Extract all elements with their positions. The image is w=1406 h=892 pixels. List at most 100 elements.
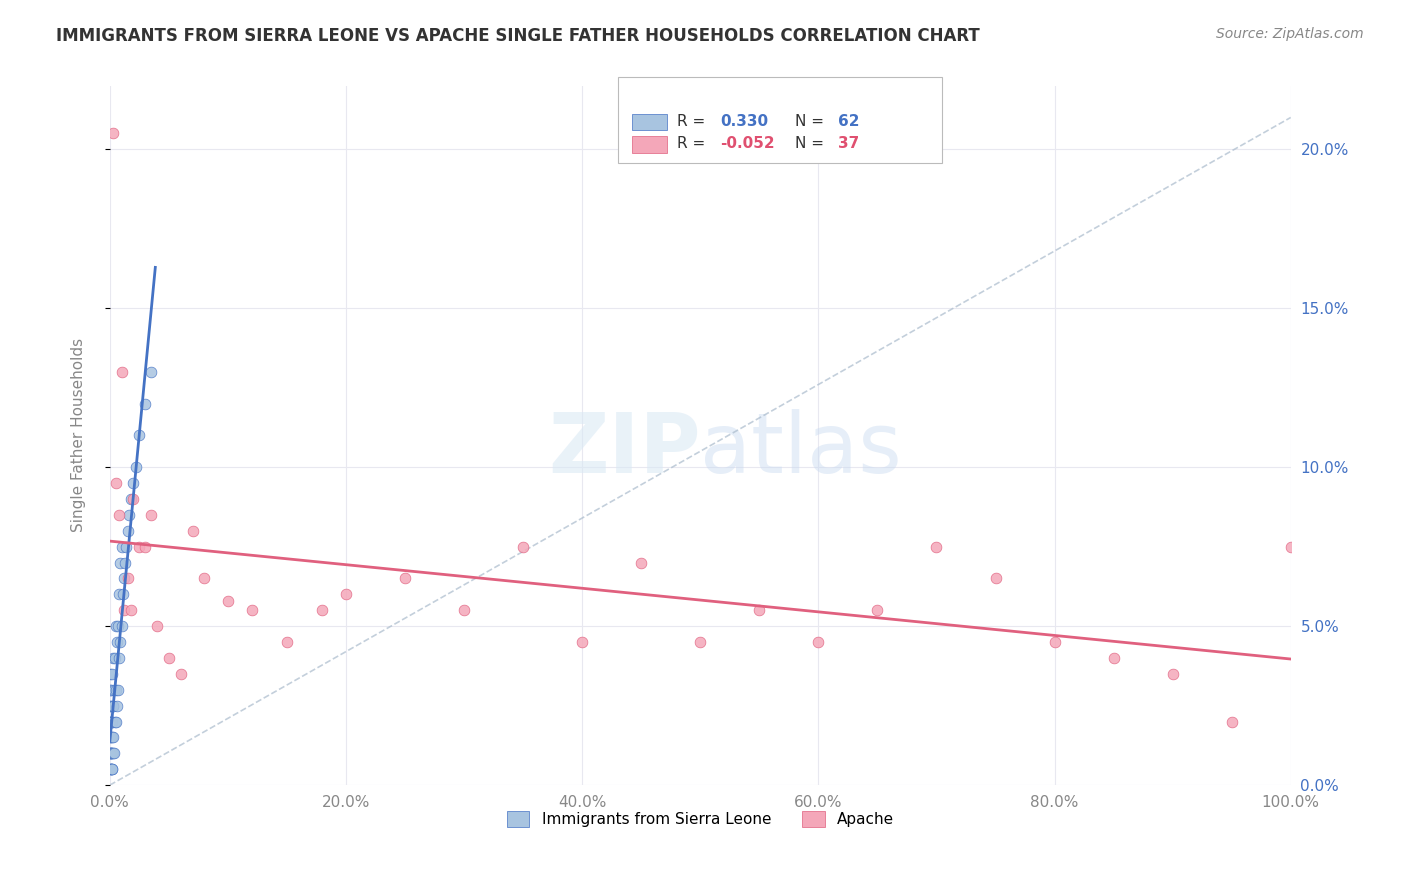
Point bbox=[103, 651, 125, 665]
Point bbox=[134, 396, 156, 410]
Point bbox=[100, 762, 122, 776]
Point bbox=[108, 508, 131, 522]
Y-axis label: Single Father Households: Single Father Households bbox=[72, 338, 86, 533]
Point bbox=[101, 762, 124, 776]
Text: 0.330: 0.330 bbox=[720, 114, 769, 128]
Point bbox=[170, 666, 193, 681]
Point bbox=[108, 587, 131, 601]
Text: N =: N = bbox=[794, 136, 828, 152]
Point bbox=[104, 619, 127, 633]
Point bbox=[122, 491, 145, 506]
Point bbox=[110, 556, 132, 570]
Text: ZIP: ZIP bbox=[548, 409, 700, 490]
Point bbox=[112, 571, 135, 585]
Point bbox=[866, 603, 889, 617]
Point bbox=[128, 428, 150, 442]
Point bbox=[107, 682, 129, 697]
Point bbox=[984, 571, 1007, 585]
Point bbox=[134, 540, 156, 554]
Point bbox=[100, 714, 122, 729]
Point bbox=[125, 460, 148, 475]
Point bbox=[98, 714, 121, 729]
Text: -0.052: -0.052 bbox=[720, 136, 775, 152]
FancyBboxPatch shape bbox=[631, 113, 668, 130]
Point bbox=[571, 635, 593, 649]
Point bbox=[100, 714, 122, 729]
Point bbox=[103, 698, 125, 713]
Point bbox=[103, 747, 125, 761]
Point bbox=[1220, 714, 1243, 729]
Point bbox=[101, 698, 124, 713]
Point bbox=[807, 635, 830, 649]
Point bbox=[100, 714, 122, 729]
Point bbox=[100, 682, 122, 697]
Point bbox=[100, 731, 122, 745]
Point bbox=[100, 698, 122, 713]
Point bbox=[335, 587, 357, 601]
Text: R =: R = bbox=[676, 114, 710, 128]
Text: atlas: atlas bbox=[700, 409, 903, 490]
Text: 62: 62 bbox=[838, 114, 860, 128]
Point bbox=[118, 508, 141, 522]
Point bbox=[193, 571, 215, 585]
Text: N =: N = bbox=[794, 114, 828, 128]
Point bbox=[100, 682, 122, 697]
Text: 37: 37 bbox=[838, 136, 859, 152]
Point bbox=[100, 762, 122, 776]
Point bbox=[98, 731, 121, 745]
Point bbox=[146, 619, 169, 633]
Point bbox=[100, 714, 122, 729]
Point bbox=[105, 698, 128, 713]
Point bbox=[122, 476, 145, 491]
Point bbox=[111, 619, 134, 633]
Point bbox=[103, 731, 125, 745]
Point bbox=[101, 747, 124, 761]
Point bbox=[104, 682, 127, 697]
Point bbox=[100, 731, 122, 745]
Point bbox=[1279, 540, 1302, 554]
Point bbox=[100, 762, 122, 776]
Point bbox=[98, 747, 121, 761]
Point bbox=[276, 635, 298, 649]
Point bbox=[157, 651, 180, 665]
Point bbox=[689, 635, 711, 649]
Point bbox=[240, 603, 263, 617]
Point bbox=[111, 540, 134, 554]
Text: Source: ZipAtlas.com: Source: ZipAtlas.com bbox=[1216, 27, 1364, 41]
Point bbox=[128, 540, 150, 554]
Point bbox=[100, 762, 122, 776]
Point bbox=[1161, 666, 1184, 681]
Point bbox=[103, 714, 125, 729]
Point bbox=[100, 731, 122, 745]
Point bbox=[101, 714, 124, 729]
Point bbox=[100, 747, 122, 761]
Point bbox=[311, 603, 333, 617]
Point bbox=[103, 651, 125, 665]
Point bbox=[104, 476, 127, 491]
Point bbox=[105, 635, 128, 649]
Point bbox=[1043, 635, 1066, 649]
Point bbox=[141, 365, 163, 379]
Point bbox=[100, 747, 122, 761]
Point bbox=[107, 619, 129, 633]
Point bbox=[141, 508, 163, 522]
Point bbox=[453, 603, 475, 617]
Point bbox=[120, 603, 142, 617]
Legend: Immigrants from Sierra Leone, Apache: Immigrants from Sierra Leone, Apache bbox=[501, 805, 900, 833]
Point bbox=[100, 747, 122, 761]
Point bbox=[181, 524, 204, 538]
Point bbox=[103, 682, 125, 697]
Point bbox=[114, 556, 136, 570]
Point bbox=[111, 365, 134, 379]
Point bbox=[103, 127, 125, 141]
Point bbox=[104, 714, 127, 729]
Text: IMMIGRANTS FROM SIERRA LEONE VS APACHE SINGLE FATHER HOUSEHOLDS CORRELATION CHAR: IMMIGRANTS FROM SIERRA LEONE VS APACHE S… bbox=[56, 27, 980, 45]
Point bbox=[110, 635, 132, 649]
Point bbox=[748, 603, 770, 617]
Point bbox=[1102, 651, 1125, 665]
FancyBboxPatch shape bbox=[631, 136, 668, 153]
Point bbox=[115, 540, 138, 554]
Point bbox=[111, 587, 134, 601]
Point bbox=[117, 571, 139, 585]
Point bbox=[101, 747, 124, 761]
